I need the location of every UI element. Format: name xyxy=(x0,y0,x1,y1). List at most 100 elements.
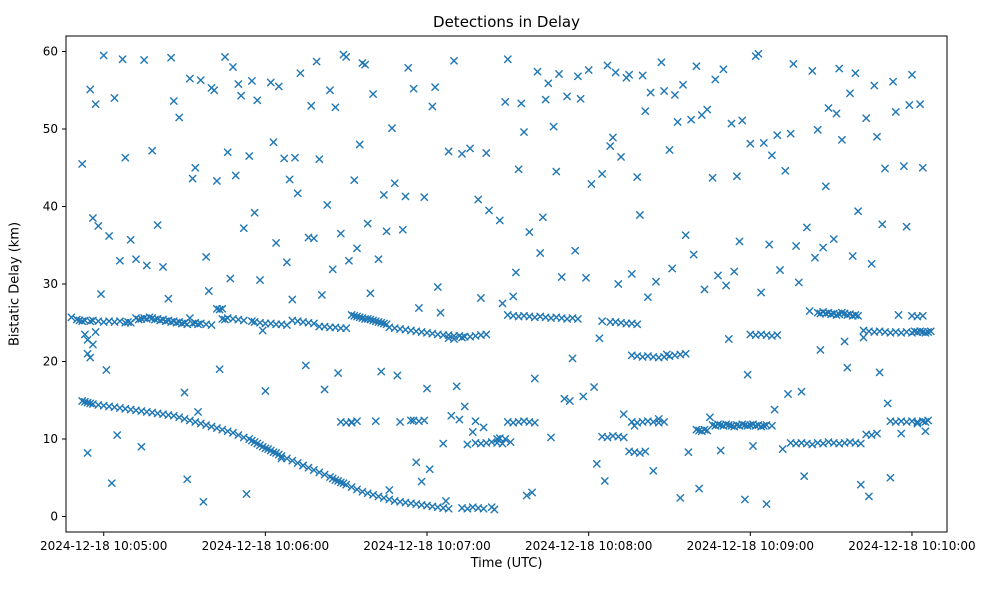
data-point-marker xyxy=(897,429,906,438)
data-point-marker xyxy=(784,390,792,398)
data-point-marker xyxy=(132,255,140,264)
data-point-marker xyxy=(452,382,461,391)
scatter-series-detections xyxy=(67,49,935,514)
data-point-marker xyxy=(773,331,782,339)
data-point-marker xyxy=(347,483,356,491)
data-point-marker xyxy=(873,132,881,141)
data-point-marker xyxy=(250,208,259,217)
data-point-marker xyxy=(388,124,396,133)
x-tick-label: 2024-12-18 10:09:00 xyxy=(687,539,814,553)
data-point-marker xyxy=(738,116,747,125)
data-point-marker xyxy=(727,119,736,128)
data-point-marker xyxy=(794,278,803,287)
data-point-marker xyxy=(916,100,924,109)
data-point-marker xyxy=(633,320,642,329)
data-point-marker xyxy=(803,223,811,232)
data-point-marker xyxy=(304,463,313,472)
data-point-marker xyxy=(539,213,547,222)
data-point-marker xyxy=(549,122,558,131)
data-point-marker xyxy=(574,315,582,323)
data-point-marker xyxy=(460,332,469,341)
data-point-marker xyxy=(506,438,515,446)
data-point-marker xyxy=(563,92,571,101)
data-point-marker xyxy=(226,274,235,283)
data-point-marker xyxy=(102,366,111,374)
data-point-marker xyxy=(873,429,881,438)
data-point-marker xyxy=(894,311,903,319)
data-point-marker xyxy=(89,214,97,222)
data-point-marker xyxy=(692,62,701,71)
data-point-marker xyxy=(326,323,334,332)
data-point-marker xyxy=(269,138,278,147)
data-point-marker xyxy=(646,88,655,97)
data-point-marker xyxy=(285,175,294,184)
data-point-marker xyxy=(299,461,307,470)
data-point-marker xyxy=(660,418,668,426)
data-point-marker xyxy=(644,293,652,302)
x-tick-label: 2024-12-18 10:08:00 xyxy=(525,539,652,553)
data-point-marker xyxy=(159,263,167,271)
data-point-marker xyxy=(512,268,520,277)
data-point-marker xyxy=(811,253,819,262)
data-point-marker xyxy=(824,104,833,112)
chart-title: Detections in Delay xyxy=(433,13,580,31)
data-point-marker xyxy=(409,84,418,93)
data-point-marker xyxy=(221,53,229,61)
data-point-marker xyxy=(258,326,267,335)
data-point-marker xyxy=(878,220,887,229)
data-point-marker xyxy=(627,270,636,278)
data-point-marker xyxy=(671,91,679,99)
axes-frame xyxy=(65,35,948,533)
data-point-marker xyxy=(757,288,765,297)
data-point-marker xyxy=(477,294,485,302)
data-point-marker xyxy=(116,256,124,265)
data-point-marker xyxy=(908,70,916,79)
data-point-marker xyxy=(544,79,553,88)
data-point-marker xyxy=(199,497,208,506)
data-point-marker xyxy=(714,271,722,280)
data-point-marker xyxy=(536,249,545,257)
data-point-marker xyxy=(83,449,92,457)
data-point-marker xyxy=(603,61,612,70)
data-point-marker xyxy=(83,349,92,358)
data-point-marker xyxy=(913,419,922,428)
data-point-marker xyxy=(579,392,588,401)
data-point-marker xyxy=(482,330,491,339)
x-tick-label: 2024-12-18 10:05:00 xyxy=(40,539,167,553)
y-axis-label: Bistatic Delay (km) xyxy=(7,221,23,347)
data-point-marker xyxy=(614,280,623,288)
data-point-marker xyxy=(703,105,712,114)
data-point-marker xyxy=(768,151,776,160)
data-point-marker xyxy=(126,235,135,244)
data-point-marker xyxy=(245,152,254,160)
data-point-marker xyxy=(420,193,429,202)
data-point-marker xyxy=(194,408,202,416)
data-point-marker xyxy=(711,75,720,84)
data-point-marker xyxy=(183,475,192,484)
data-point-marker xyxy=(571,246,580,255)
data-point-marker xyxy=(786,129,795,138)
data-point-marker xyxy=(455,415,464,424)
data-point-marker xyxy=(584,66,593,74)
data-point-marker xyxy=(829,235,838,243)
data-point-marker xyxy=(91,100,100,109)
data-point-marker xyxy=(396,418,404,426)
data-point-marker xyxy=(439,331,448,339)
data-point-marker xyxy=(202,253,210,261)
data-point-marker xyxy=(407,416,415,425)
data-point-marker xyxy=(773,131,782,140)
data-point-marker xyxy=(576,94,585,103)
data-point-marker xyxy=(859,333,868,342)
data-point-marker xyxy=(345,256,353,265)
data-point-marker xyxy=(253,96,262,105)
data-point-marker xyxy=(870,81,879,90)
data-point-marker xyxy=(242,490,251,498)
data-point-marker xyxy=(759,139,768,147)
data-point-marker xyxy=(215,305,224,314)
data-point-marker xyxy=(326,86,334,95)
data-point-marker xyxy=(301,361,310,370)
data-point-marker xyxy=(638,71,647,80)
data-point-marker xyxy=(689,250,698,259)
data-point-marker xyxy=(369,90,377,98)
